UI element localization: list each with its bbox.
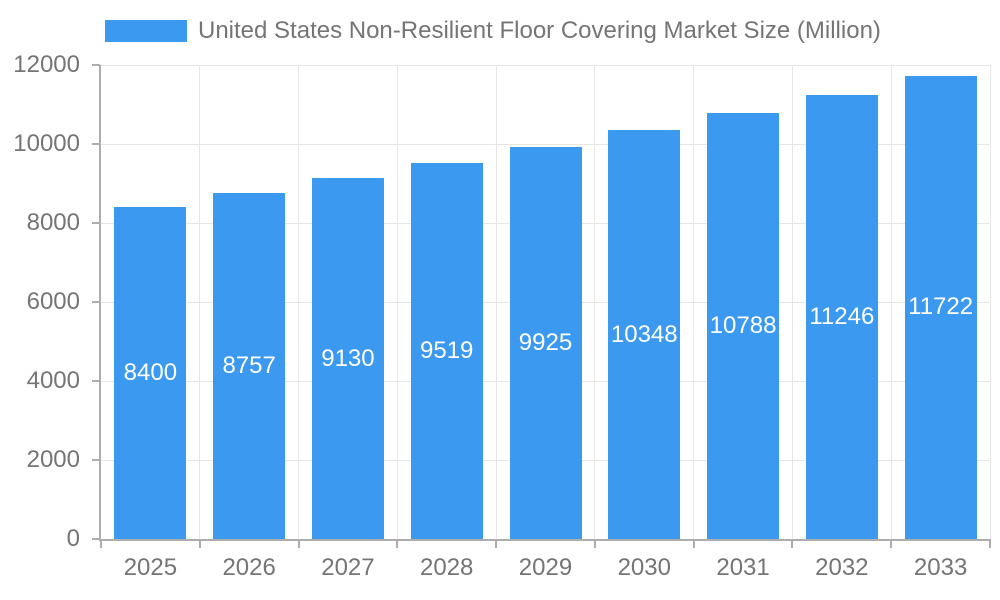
bar[interactable] [213,193,286,539]
y-axis-tick [92,64,100,66]
y-axis-label: 12000 [13,51,80,78]
x-axis-label: 2031 [716,554,770,581]
gridline-vertical [495,65,497,539]
x-axis-tick [593,539,596,548]
y-axis-label: 6000 [26,288,80,315]
bar[interactable] [509,146,582,539]
y-axis-label: 4000 [26,367,80,394]
x-axis-label: 2028 [420,554,474,581]
x-axis-label: 2032 [815,554,869,581]
x-axis-tick [396,539,399,548]
bar[interactable] [114,207,187,539]
y-axis-label: 10000 [13,130,80,157]
x-axis-label: 2026 [222,554,276,581]
gridline-vertical [298,65,300,539]
x-axis-tick [100,539,102,548]
x-axis-tick [495,539,498,548]
bar-value-label: 8757 [222,352,276,380]
gridline-vertical [396,65,398,539]
y-axis-tick [92,222,100,224]
bar-value-label: 9130 [321,344,375,372]
y-axis-label: 0 [66,525,80,552]
bar-value-label: 11246 [809,302,875,330]
bar[interactable] [805,94,878,539]
gridline-vertical [791,65,793,539]
gridline-horizontal [101,143,990,145]
legend-swatch-icon[interactable] [105,20,187,42]
bar[interactable] [311,178,384,539]
gridline-horizontal [101,64,990,66]
bar[interactable] [904,75,977,539]
legend-label[interactable]: United States Non-Resilient Floor Coveri… [198,17,881,44]
x-axis-line [99,539,990,541]
x-axis-label: 2025 [123,554,178,581]
x-axis-tick [791,539,794,548]
bar-value-label: 9925 [518,328,573,356]
bar[interactable] [707,112,780,539]
legend[interactable]: United States Non-Resilient Floor Coveri… [105,17,881,45]
gridline-vertical [594,65,596,539]
x-axis-tick [890,539,893,548]
x-axis-tick [989,539,991,548]
y-axis-label: 8000 [26,209,80,236]
y-axis-tick [92,459,100,461]
y-axis-tick [92,143,100,145]
x-axis-label: 2027 [321,554,375,581]
x-axis-tick [297,539,300,548]
x-axis-label: 2029 [518,554,573,581]
bar-value-label: 11722 [908,293,974,321]
gridline-vertical [890,65,892,539]
x-axis-tick [692,539,695,548]
bar[interactable] [608,130,681,539]
bar-value-label: 9519 [420,336,474,364]
gridline-vertical [199,65,201,539]
gridline-vertical [989,65,991,539]
y-axis-line [99,65,101,541]
y-axis-label: 2000 [26,446,80,473]
bar-value-label: 8400 [123,359,178,387]
bar-value-label: 10788 [709,311,777,339]
x-axis-tick [198,539,201,548]
y-axis-tick [92,301,100,303]
x-axis-label: 2033 [913,554,968,581]
y-axis-tick [92,538,100,540]
y-axis-tick [92,380,100,382]
gridline-vertical [693,65,695,539]
x-axis-label: 2030 [617,554,671,581]
bar[interactable] [410,162,483,539]
bar-value-label: 10348 [610,320,678,348]
